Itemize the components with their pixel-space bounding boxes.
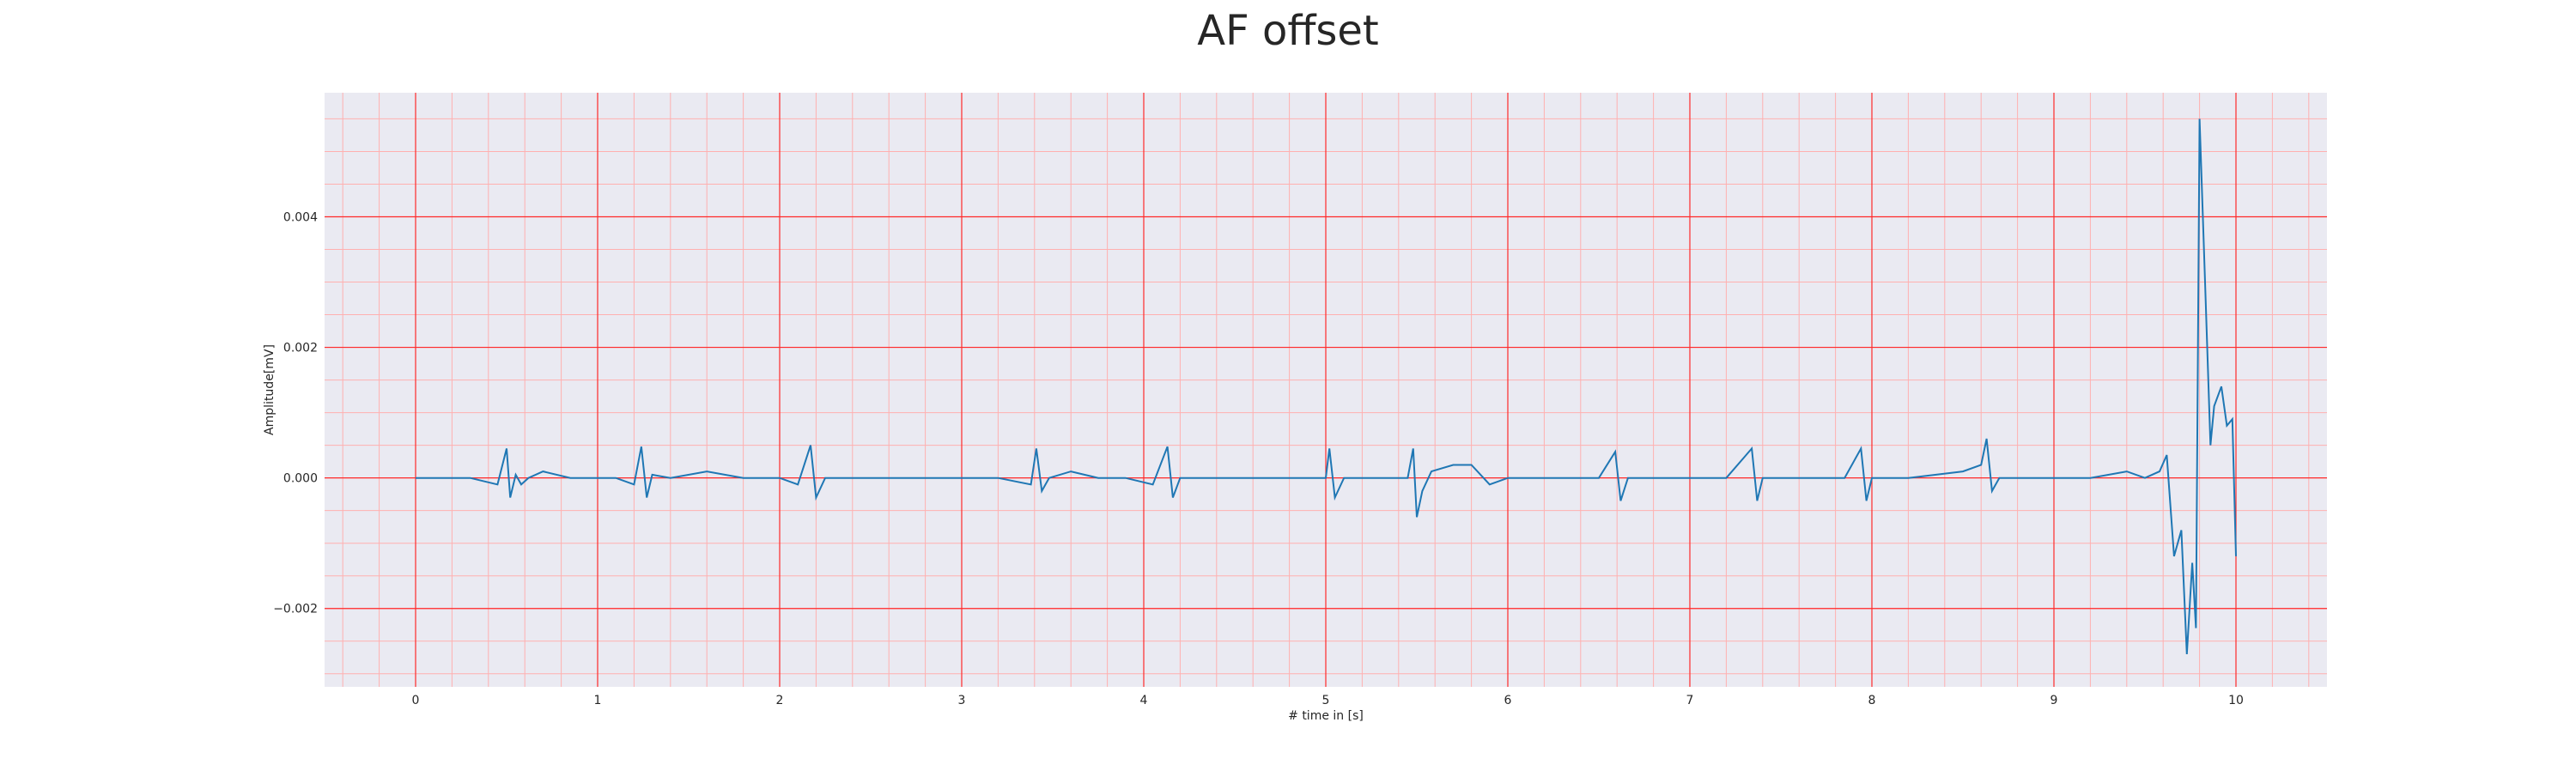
y-axis-ticks: −0.002 0.000 0.002 0.004: [273, 210, 318, 616]
chart-title: AF offset: [1197, 7, 1379, 55]
x-tick-label: 5: [1322, 694, 1330, 707]
x-tick-label: 4: [1140, 694, 1148, 707]
x-tick-label: 0: [412, 694, 420, 707]
x-tick-label: 1: [594, 694, 602, 707]
major-grid: [325, 93, 2327, 687]
signal-line: [416, 118, 2237, 655]
x-tick-label: 6: [1504, 694, 1512, 707]
x-tick-label: 2: [776, 694, 784, 707]
y-axis-label: Amplitude[mV]: [263, 344, 276, 435]
y-tick-label: −0.002: [273, 603, 318, 616]
x-tick-label: 9: [2050, 694, 2058, 707]
y-tick-label: 0.000: [283, 472, 318, 486]
x-tick-label: 3: [958, 694, 966, 707]
y-tick-label: 0.004: [283, 210, 318, 224]
x-tick-label: 8: [1868, 694, 1876, 707]
x-tick-label: 7: [1686, 694, 1694, 707]
x-tick-label: 10: [2228, 694, 2244, 707]
y-tick-label: 0.002: [283, 342, 318, 355]
x-axis-label: # time in [s]: [1288, 709, 1364, 723]
x-axis-ticks: 0 1 2 3 4 5 6 7 8 9 10: [412, 694, 2244, 707]
